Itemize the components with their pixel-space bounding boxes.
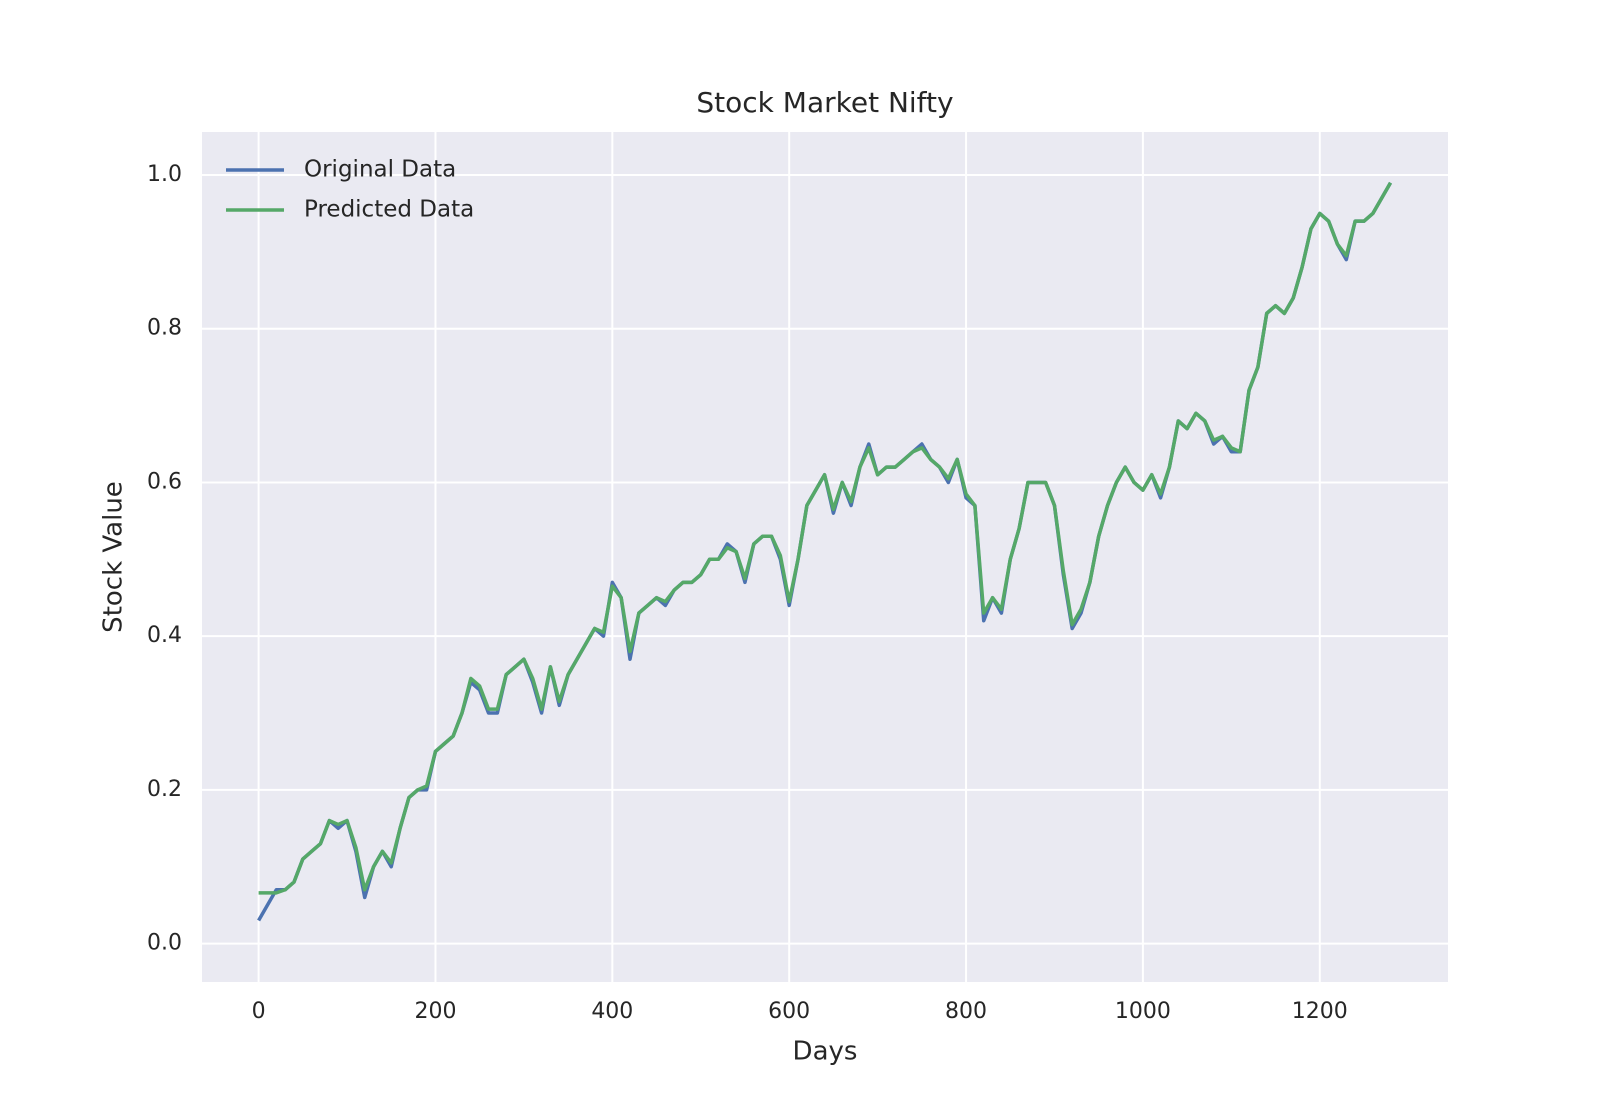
- x-tick-label: 800: [945, 999, 987, 1024]
- chart-title: Stock Market Nifty: [696, 86, 953, 119]
- x-tick-label: 200: [414, 999, 456, 1024]
- y-tick-label: 0.8: [147, 316, 182, 341]
- x-axis-label: Days: [793, 1037, 858, 1067]
- series-line: [258, 181, 1393, 895]
- y-tick-label: 0.4: [147, 623, 182, 648]
- y-tick-label: 0.6: [147, 469, 182, 494]
- y-tick-label: 0.2: [147, 777, 182, 802]
- plot-background: [202, 132, 1448, 982]
- y-axis-label: Stock Value: [99, 481, 129, 633]
- x-tick-label: 1200: [1292, 999, 1348, 1024]
- y-tick-label: 0.0: [147, 931, 182, 956]
- x-tick-label: 0: [252, 999, 266, 1024]
- legend-label: Predicted Data: [304, 197, 474, 223]
- x-tick-label: 400: [591, 999, 633, 1024]
- x-tick-label: 1000: [1115, 999, 1171, 1024]
- legend-label: Original Data: [304, 157, 456, 183]
- x-tick-label: 600: [768, 999, 810, 1024]
- y-tick-label: 1.0: [147, 162, 182, 187]
